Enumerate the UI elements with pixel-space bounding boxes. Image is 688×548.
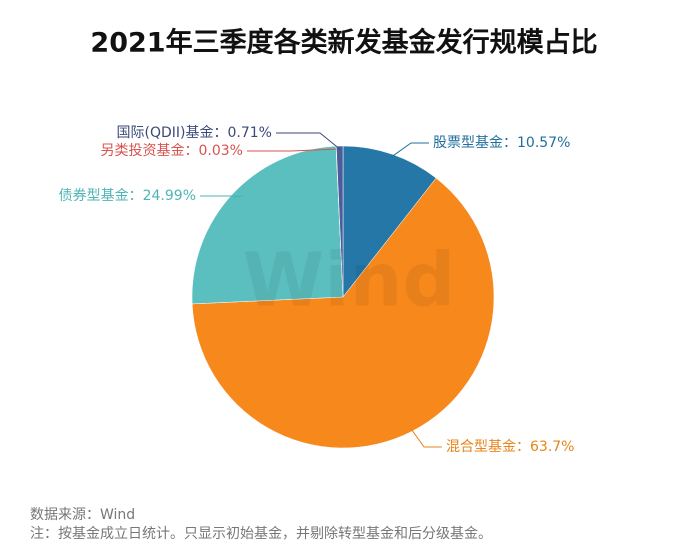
- leader-line: [200, 195, 245, 198]
- category-label: 股票型基金: [433, 134, 503, 151]
- category-label: 国际(QDII)基金: [117, 124, 214, 141]
- value-label: ：63.7%: [516, 439, 574, 455]
- leader-line: [247, 148, 337, 152]
- pie-slice: [342, 145, 437, 298]
- data-label: 国际(QDII)基金：0.71%: [117, 124, 272, 141]
- leader-line: [390, 142, 429, 158]
- category-label: 混合型基金: [446, 438, 516, 455]
- category-label: 另类投资基金: [101, 142, 185, 159]
- data-label: 股票型基金：10.57%: [433, 134, 570, 151]
- data-label: 另类投资基金：0.03%: [101, 142, 243, 159]
- data-label: 债券型基金：24.99%: [59, 187, 196, 204]
- leader-line: [276, 132, 341, 150]
- leader-line: [410, 428, 442, 448]
- note: 注：按基金成立日统计。只显示初始基金，并剔除转型基金和后分级基金。: [30, 525, 492, 542]
- watermark: Wind: [243, 238, 456, 324]
- value-label: ：10.57%: [503, 135, 570, 151]
- value-label: ：24.99%: [129, 188, 196, 204]
- source: 数据来源：Wind: [30, 507, 135, 523]
- data-label: 混合型基金：63.7%: [446, 438, 574, 455]
- category-label: 债券型基金: [59, 187, 129, 204]
- value-label: ：0.03%: [185, 143, 243, 159]
- pie: 股票型基金：10.57% 混合型基金：63.7% 债券型基金：24.99% 另类投资基…: [59, 124, 575, 455]
- chart-title: 2021年三季度各类新发基金发行规模占比: [90, 27, 597, 59]
- value-label: ：0.71%: [214, 125, 272, 141]
